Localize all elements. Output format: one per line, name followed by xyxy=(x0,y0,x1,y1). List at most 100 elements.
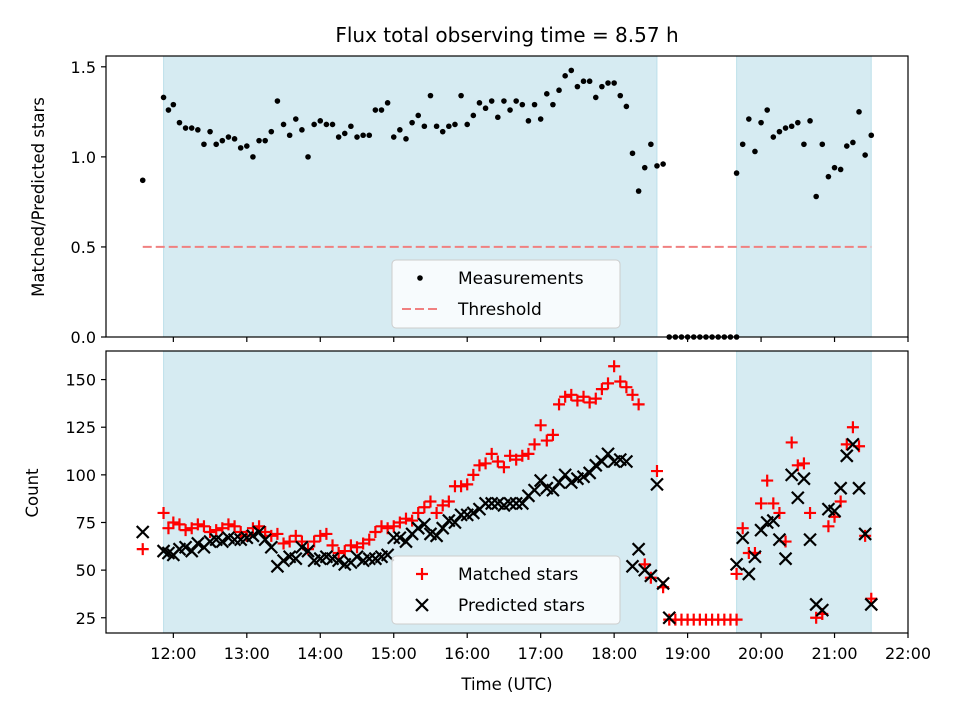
measurement-point xyxy=(580,78,587,85)
matched-star-point xyxy=(540,434,553,447)
predicted-star-point xyxy=(784,468,799,482)
matched-star-point xyxy=(571,394,584,407)
matched-star-point xyxy=(797,457,810,470)
matched-star-point xyxy=(614,375,627,388)
matched-star-point xyxy=(265,529,278,542)
x-axis-label: Time (UTC) xyxy=(460,675,552,694)
matched-star-point xyxy=(595,383,608,396)
matched-star-point xyxy=(173,518,186,531)
matched-star-point xyxy=(565,388,578,401)
measurement-point xyxy=(856,109,862,115)
matched-star-point xyxy=(650,465,663,478)
y-tick-label: 25 xyxy=(76,609,96,628)
measurement-point xyxy=(843,143,850,149)
matched-star-point xyxy=(185,522,198,535)
x-tick-label: 19:00 xyxy=(665,644,711,663)
matched-star-point xyxy=(773,506,786,519)
predicted-star-point xyxy=(791,490,805,505)
predicted-star-point xyxy=(466,506,481,520)
y-tick-label: 0.5 xyxy=(71,238,96,257)
measurement-point xyxy=(531,101,538,108)
chart-title: Flux total observing time = 8.57 h xyxy=(335,23,678,47)
matched-star-point xyxy=(846,421,859,434)
measurement-point xyxy=(250,154,256,160)
measurement-point xyxy=(207,128,213,135)
x-tick-label: 15:00 xyxy=(371,644,417,663)
measurement-point xyxy=(160,94,167,101)
matched-star-point xyxy=(822,520,835,533)
predicted-star-point xyxy=(509,496,523,511)
measurement-point xyxy=(280,121,287,128)
measurement-point xyxy=(244,143,250,149)
measurement-point xyxy=(813,193,819,200)
measurement-point xyxy=(739,141,746,148)
predicted-star-point xyxy=(503,496,517,511)
predicted-star-point xyxy=(295,540,309,555)
measurement-point xyxy=(801,141,807,148)
measurement-point xyxy=(256,137,262,144)
matched-star-point xyxy=(179,524,192,537)
predicted-star-point xyxy=(564,475,579,490)
measurement-point xyxy=(556,87,562,94)
y-tick-label: 1.0 xyxy=(71,148,96,167)
predicted-star-point xyxy=(852,481,866,495)
measurement-point xyxy=(366,132,373,139)
matched-star-point xyxy=(259,526,272,539)
measurement-point xyxy=(641,164,648,171)
predicted-star-point xyxy=(815,603,830,617)
predicted-star-point xyxy=(350,550,364,564)
predicted-star-point xyxy=(644,569,658,583)
legend-label: Measurements xyxy=(458,269,584,289)
matched-star-point xyxy=(583,396,596,409)
x-tick-label: 17:00 xyxy=(518,644,564,663)
predicted-star-point xyxy=(735,530,750,545)
predicted-star-point xyxy=(484,496,499,511)
predicted-star-point xyxy=(858,527,872,541)
x-tick-label: 20:00 xyxy=(738,644,784,663)
measurement-point xyxy=(623,103,630,110)
predicted-star-point xyxy=(215,534,230,549)
legend-box xyxy=(391,259,621,329)
measurement-point xyxy=(611,80,617,86)
measurement-point xyxy=(764,107,770,113)
measurement-point xyxy=(378,107,385,113)
matched-star-point xyxy=(442,495,455,508)
matched-star-point xyxy=(516,449,529,462)
matched-star-point xyxy=(804,506,817,519)
predicted-star-point xyxy=(803,532,817,547)
matched-star-point xyxy=(455,480,468,493)
matched-star-point xyxy=(859,529,872,542)
matched-star-point xyxy=(271,527,284,540)
measurement-point xyxy=(501,98,507,104)
measurement-point xyxy=(458,92,464,99)
matched-star-point xyxy=(534,419,547,432)
measurement-point xyxy=(329,121,336,128)
matched-star-point xyxy=(559,390,572,403)
measurement-point xyxy=(139,177,146,184)
matched-star-point xyxy=(577,390,590,403)
measurement-point xyxy=(317,118,324,124)
measurement-point xyxy=(439,128,446,135)
matched-star-point xyxy=(136,543,149,556)
predicted-star-point xyxy=(650,477,664,492)
measurement-point xyxy=(635,188,642,194)
measurement-point xyxy=(213,141,219,148)
matched-star-point xyxy=(810,611,823,624)
matched-star-point xyxy=(204,526,217,539)
measurement-point xyxy=(188,125,195,131)
legend-box xyxy=(391,555,621,625)
y-tick-label: 1.5 xyxy=(71,58,96,77)
measurement-point xyxy=(568,67,575,74)
measurement-point xyxy=(446,123,452,130)
matched-star-point xyxy=(240,529,253,542)
measurement-point xyxy=(862,152,868,158)
legend: Measurements Threshold xyxy=(391,259,621,329)
measurement-point xyxy=(758,119,764,126)
matched-star-point xyxy=(828,510,841,523)
predicted-star-point xyxy=(380,548,395,562)
measurement-point xyxy=(195,127,201,133)
matched-star-point xyxy=(785,436,798,449)
matched-star-point xyxy=(314,529,327,542)
predicted-star-point xyxy=(264,540,279,555)
measurement-point xyxy=(752,148,758,155)
